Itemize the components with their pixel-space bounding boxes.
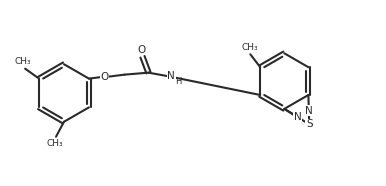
Text: H: H xyxy=(175,77,182,86)
Text: N: N xyxy=(305,105,313,116)
Text: CH₃: CH₃ xyxy=(47,139,63,148)
Text: N: N xyxy=(168,71,175,81)
Text: CH₃: CH₃ xyxy=(15,57,32,66)
Text: S: S xyxy=(306,119,313,129)
Text: O: O xyxy=(101,72,109,82)
Text: O: O xyxy=(137,45,146,55)
Text: N: N xyxy=(294,112,301,122)
Text: CH₃: CH₃ xyxy=(241,43,257,52)
